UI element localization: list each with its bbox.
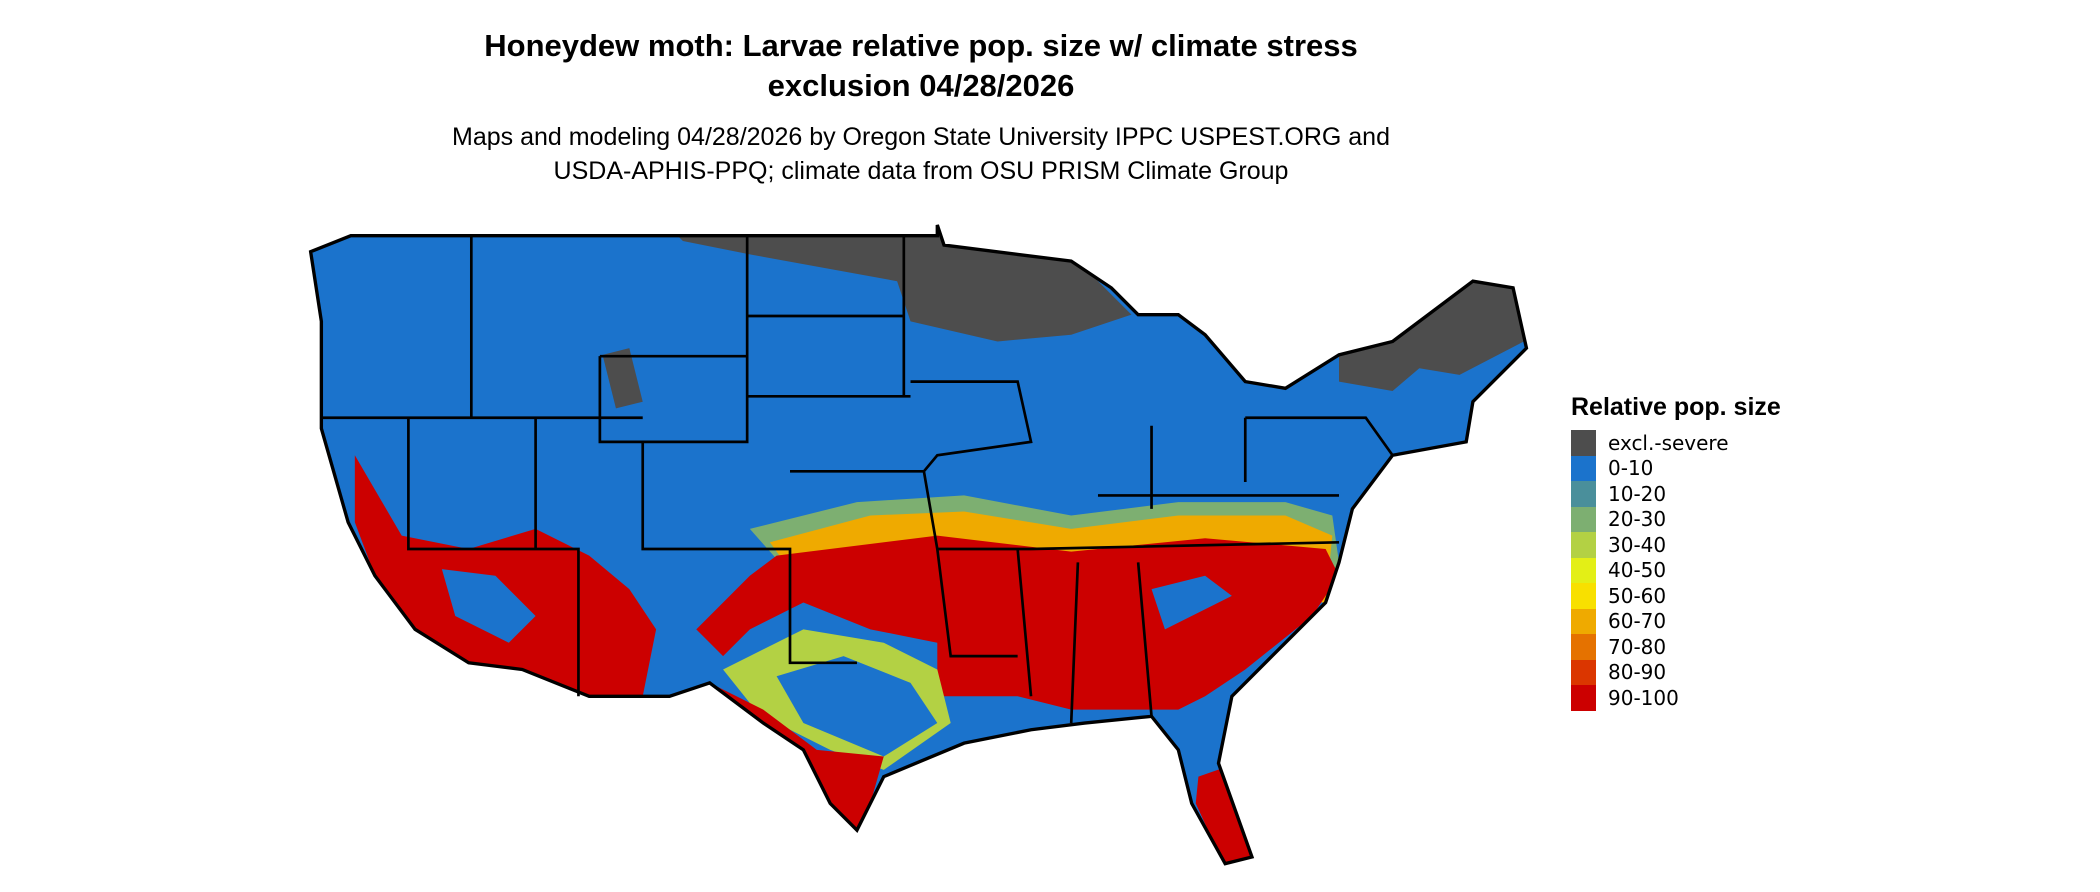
legend-label: 90-100	[1608, 685, 1679, 710]
title-line-2: exclusion 04/28/2026	[767, 68, 1075, 103]
region-southwest	[354, 455, 657, 697]
map-title: Honeydew moth: Larvae relative pop. size…	[0, 26, 1842, 106]
legend-item: 40-50	[1571, 557, 1781, 583]
legend-swatch	[1571, 506, 1596, 532]
legend-item: 10-20	[1571, 481, 1781, 507]
legend-swatch	[1571, 685, 1596, 711]
legend-item: 90-100	[1571, 685, 1781, 711]
legend-label: 60-70	[1608, 609, 1667, 634]
legend-item: 60-70	[1571, 608, 1781, 634]
map-subtitle: Maps and modeling 04/28/2026 by Oregon S…	[0, 120, 1842, 188]
legend-swatch	[1571, 455, 1596, 481]
legend-item: 30-40	[1571, 532, 1781, 558]
region-sw-low	[441, 569, 536, 643]
legend-label: 70-80	[1608, 634, 1667, 659]
legend-label: 80-90	[1608, 660, 1667, 685]
region-excluded-wyoming	[602, 348, 643, 409]
legend-swatch	[1571, 532, 1596, 558]
legend-item: 80-90	[1571, 659, 1781, 685]
legend-label: 40-50	[1608, 558, 1667, 583]
subtitle-line-1: Maps and modeling 04/28/2026 by Oregon S…	[452, 123, 1390, 151]
legend-swatch	[1571, 481, 1596, 507]
legend-title: Relative pop. size	[1571, 393, 1781, 421]
region-tn-low	[1151, 575, 1232, 630]
legend: Relative pop. size excl.-severe 0-10 10-20…	[1571, 393, 1781, 711]
legend-swatch	[1571, 430, 1596, 456]
state-borders	[321, 235, 1394, 724]
legend-label: 50-60	[1608, 583, 1667, 608]
legend-swatch	[1571, 557, 1596, 583]
title-line-1: Honeydew moth: Larvae relative pop. size…	[484, 28, 1358, 63]
subtitle-line-2: USDA-APHIS-PPQ; climate data from OSU PR…	[553, 157, 1289, 185]
legend-item: excl.-severe	[1571, 430, 1781, 456]
region-texas-low	[776, 656, 938, 757]
legend-item: 50-60	[1571, 583, 1781, 609]
legend-label: 0-10	[1608, 456, 1654, 481]
legend-swatch	[1571, 659, 1596, 685]
region-texas-coast	[709, 682, 884, 831]
legend-items: excl.-severe 0-10 10-20 20-30 30-40 40-50 50-6…	[1571, 430, 1781, 711]
region-90-100-south	[696, 535, 1339, 710]
legend-swatch	[1571, 583, 1596, 609]
legend-item: 70-80	[1571, 634, 1781, 660]
region-excluded-northeast	[1339, 281, 1524, 391]
legend-item: 20-30	[1571, 506, 1781, 532]
legend-label: 10-20	[1608, 481, 1667, 506]
region-excluded-north	[669, 227, 1132, 342]
legend-item: 0-10	[1571, 455, 1781, 481]
region-florida	[1195, 765, 1259, 864]
legend-label: 30-40	[1608, 532, 1667, 557]
legend-label: excl.-severe	[1608, 430, 1729, 455]
legend-swatch	[1571, 634, 1596, 660]
legend-swatch	[1571, 608, 1596, 634]
legend-label: 20-30	[1608, 507, 1667, 532]
